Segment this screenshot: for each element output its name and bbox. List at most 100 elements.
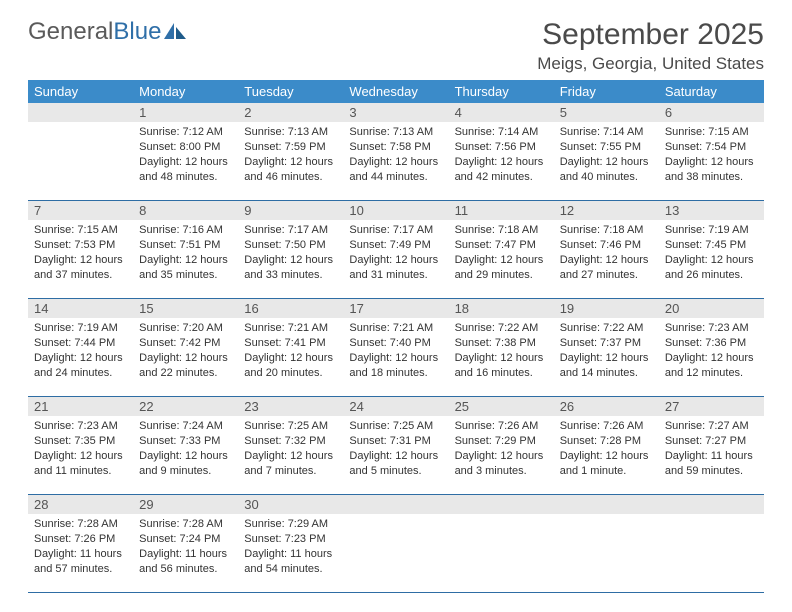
day-cell: Sunrise: 7:19 AMSunset: 7:45 PMDaylight:… (659, 220, 764, 298)
day-details: Sunrise: 7:21 AMSunset: 7:41 PMDaylight:… (244, 321, 337, 380)
day-cell (343, 514, 448, 592)
day-details: Sunrise: 7:14 AMSunset: 7:55 PMDaylight:… (560, 125, 653, 184)
weeks-container: 123456 Sunrise: 7:12 AMSunset: 8:00 PMDay… (28, 103, 764, 593)
day-number-row: 14151617181920 (28, 299, 764, 318)
day-cell: Sunrise: 7:21 AMSunset: 7:40 PMDaylight:… (343, 318, 448, 396)
day-details: Sunrise: 7:18 AMSunset: 7:46 PMDaylight:… (560, 223, 653, 282)
day-number: 27 (659, 397, 764, 416)
day-number: 1 (133, 103, 238, 122)
day-number: 20 (659, 299, 764, 318)
day-number: 22 (133, 397, 238, 416)
day-details: Sunrise: 7:16 AMSunset: 7:51 PMDaylight:… (139, 223, 232, 282)
day-number: 30 (238, 495, 343, 514)
day-cell: Sunrise: 7:21 AMSunset: 7:41 PMDaylight:… (238, 318, 343, 396)
day-cell (28, 122, 133, 200)
day-details: Sunrise: 7:28 AMSunset: 7:26 PMDaylight:… (34, 517, 127, 576)
day-cell: Sunrise: 7:25 AMSunset: 7:32 PMDaylight:… (238, 416, 343, 494)
day-number: 6 (659, 103, 764, 122)
week-row: Sunrise: 7:19 AMSunset: 7:44 PMDaylight:… (28, 318, 764, 397)
day-cell: Sunrise: 7:28 AMSunset: 7:24 PMDaylight:… (133, 514, 238, 592)
day-number (659, 495, 764, 514)
day-number-row: 78910111213 (28, 201, 764, 220)
day-number: 25 (449, 397, 554, 416)
day-cell: Sunrise: 7:24 AMSunset: 7:33 PMDaylight:… (133, 416, 238, 494)
day-cell: Sunrise: 7:13 AMSunset: 7:59 PMDaylight:… (238, 122, 343, 200)
day-number: 4 (449, 103, 554, 122)
weekday-header: Wednesday (343, 80, 448, 103)
location-text: Meigs, Georgia, United States (537, 54, 764, 74)
day-number (343, 495, 448, 514)
brand-logo: GeneralBlue (28, 18, 188, 46)
weekday-header: Saturday (659, 80, 764, 103)
day-number: 24 (343, 397, 448, 416)
day-details: Sunrise: 7:19 AMSunset: 7:45 PMDaylight:… (665, 223, 758, 282)
day-details: Sunrise: 7:20 AMSunset: 7:42 PMDaylight:… (139, 321, 232, 380)
day-number: 8 (133, 201, 238, 220)
day-number (449, 495, 554, 514)
day-number: 15 (133, 299, 238, 318)
brand-part2: Blue (113, 18, 161, 46)
day-details: Sunrise: 7:22 AMSunset: 7:38 PMDaylight:… (455, 321, 548, 380)
day-cell: Sunrise: 7:18 AMSunset: 7:47 PMDaylight:… (449, 220, 554, 298)
day-number: 26 (554, 397, 659, 416)
day-number (28, 103, 133, 122)
weekday-header: Thursday (449, 80, 554, 103)
day-number: 13 (659, 201, 764, 220)
day-number: 12 (554, 201, 659, 220)
day-cell: Sunrise: 7:17 AMSunset: 7:49 PMDaylight:… (343, 220, 448, 298)
day-details: Sunrise: 7:13 AMSunset: 7:59 PMDaylight:… (244, 125, 337, 184)
day-details: Sunrise: 7:27 AMSunset: 7:27 PMDaylight:… (665, 419, 758, 478)
header: GeneralBlue September 2025 Meigs, Georgi… (28, 18, 764, 74)
day-number: 18 (449, 299, 554, 318)
day-cell: Sunrise: 7:18 AMSunset: 7:46 PMDaylight:… (554, 220, 659, 298)
day-details: Sunrise: 7:26 AMSunset: 7:29 PMDaylight:… (455, 419, 548, 478)
weekday-header-row: SundayMondayTuesdayWednesdayThursdayFrid… (28, 80, 764, 103)
day-cell: Sunrise: 7:25 AMSunset: 7:31 PMDaylight:… (343, 416, 448, 494)
day-number-row: 282930 (28, 495, 764, 514)
day-number-row: 123456 (28, 103, 764, 122)
day-number: 5 (554, 103, 659, 122)
day-cell: Sunrise: 7:26 AMSunset: 7:29 PMDaylight:… (449, 416, 554, 494)
weekday-header: Sunday (28, 80, 133, 103)
day-cell: Sunrise: 7:17 AMSunset: 7:50 PMDaylight:… (238, 220, 343, 298)
day-number: 11 (449, 201, 554, 220)
day-cell: Sunrise: 7:23 AMSunset: 7:35 PMDaylight:… (28, 416, 133, 494)
day-number: 14 (28, 299, 133, 318)
day-details: Sunrise: 7:25 AMSunset: 7:31 PMDaylight:… (349, 419, 442, 478)
day-cell: Sunrise: 7:29 AMSunset: 7:23 PMDaylight:… (238, 514, 343, 592)
day-details: Sunrise: 7:17 AMSunset: 7:50 PMDaylight:… (244, 223, 337, 282)
day-details: Sunrise: 7:29 AMSunset: 7:23 PMDaylight:… (244, 517, 337, 576)
day-details: Sunrise: 7:18 AMSunset: 7:47 PMDaylight:… (455, 223, 548, 282)
day-number: 10 (343, 201, 448, 220)
day-cell: Sunrise: 7:26 AMSunset: 7:28 PMDaylight:… (554, 416, 659, 494)
day-details: Sunrise: 7:15 AMSunset: 7:53 PMDaylight:… (34, 223, 127, 282)
day-cell: Sunrise: 7:13 AMSunset: 7:58 PMDaylight:… (343, 122, 448, 200)
week-row: Sunrise: 7:28 AMSunset: 7:26 PMDaylight:… (28, 514, 764, 593)
day-cell: Sunrise: 7:16 AMSunset: 7:51 PMDaylight:… (133, 220, 238, 298)
day-cell: Sunrise: 7:15 AMSunset: 7:53 PMDaylight:… (28, 220, 133, 298)
day-cell: Sunrise: 7:22 AMSunset: 7:38 PMDaylight:… (449, 318, 554, 396)
day-details: Sunrise: 7:23 AMSunset: 7:36 PMDaylight:… (665, 321, 758, 380)
day-number-row: 21222324252627 (28, 397, 764, 416)
day-cell (554, 514, 659, 592)
day-details: Sunrise: 7:19 AMSunset: 7:44 PMDaylight:… (34, 321, 127, 380)
weekday-header: Monday (133, 80, 238, 103)
day-details: Sunrise: 7:25 AMSunset: 7:32 PMDaylight:… (244, 419, 337, 478)
day-details: Sunrise: 7:12 AMSunset: 8:00 PMDaylight:… (139, 125, 232, 184)
day-cell (449, 514, 554, 592)
day-number: 19 (554, 299, 659, 318)
day-details: Sunrise: 7:23 AMSunset: 7:35 PMDaylight:… (34, 419, 127, 478)
day-details: Sunrise: 7:24 AMSunset: 7:33 PMDaylight:… (139, 419, 232, 478)
day-details: Sunrise: 7:14 AMSunset: 7:56 PMDaylight:… (455, 125, 548, 184)
week-row: Sunrise: 7:23 AMSunset: 7:35 PMDaylight:… (28, 416, 764, 495)
week-row: Sunrise: 7:12 AMSunset: 8:00 PMDaylight:… (28, 122, 764, 201)
day-details: Sunrise: 7:17 AMSunset: 7:49 PMDaylight:… (349, 223, 442, 282)
day-number: 2 (238, 103, 343, 122)
weekday-header: Tuesday (238, 80, 343, 103)
day-number: 9 (238, 201, 343, 220)
day-number: 28 (28, 495, 133, 514)
day-cell: Sunrise: 7:28 AMSunset: 7:26 PMDaylight:… (28, 514, 133, 592)
day-number: 17 (343, 299, 448, 318)
day-cell: Sunrise: 7:20 AMSunset: 7:42 PMDaylight:… (133, 318, 238, 396)
day-cell: Sunrise: 7:14 AMSunset: 7:56 PMDaylight:… (449, 122, 554, 200)
